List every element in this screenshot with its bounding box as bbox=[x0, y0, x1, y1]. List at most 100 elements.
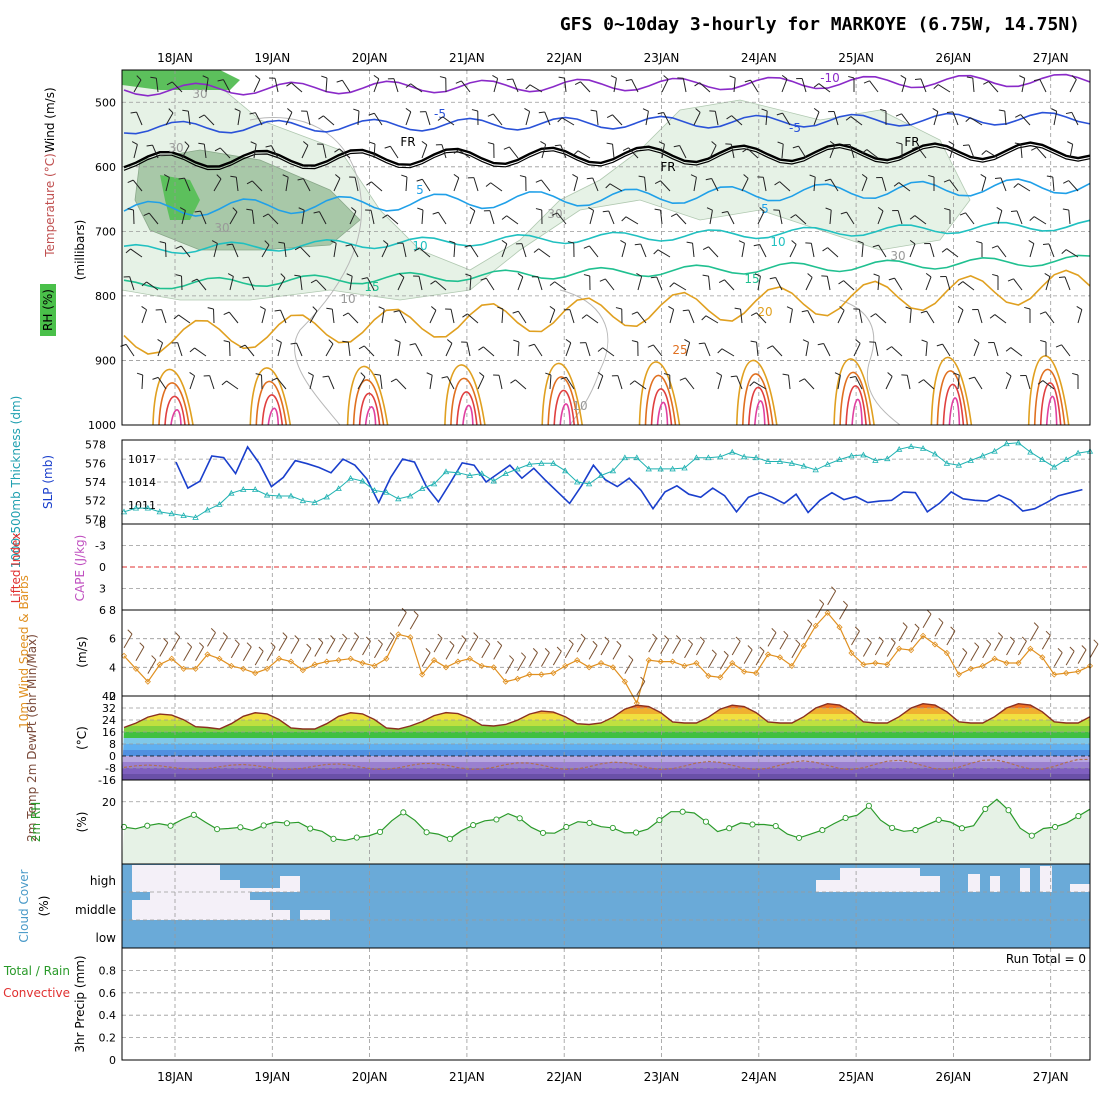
wind-barb-flag bbox=[928, 174, 935, 178]
slp-tick: 1014 bbox=[128, 476, 156, 489]
wind-barb bbox=[1017, 183, 1031, 192]
wind-barb bbox=[846, 211, 855, 225]
thickness-marker bbox=[1003, 440, 1010, 447]
wind-barb-flag bbox=[127, 629, 133, 635]
wind-speed-marker bbox=[1086, 662, 1094, 669]
wind-barb-flag bbox=[369, 141, 376, 145]
temp-color-band bbox=[122, 714, 1090, 720]
wind-speed-marker bbox=[824, 609, 831, 616]
wind-barb bbox=[740, 309, 743, 324]
wind-barb-flag bbox=[620, 240, 626, 244]
surface-isotherm bbox=[352, 379, 385, 426]
wind-barb-flag bbox=[556, 646, 562, 652]
wind-barb-flag bbox=[473, 632, 479, 638]
surface-isotherm bbox=[650, 388, 673, 426]
wind-barb bbox=[205, 78, 209, 93]
wind-barb bbox=[826, 276, 831, 291]
wind-barb bbox=[843, 280, 855, 291]
wind-speed-marker bbox=[645, 657, 652, 664]
wind-barb bbox=[1089, 643, 1099, 659]
wind-barb bbox=[789, 244, 797, 258]
wind-speed-marker bbox=[705, 672, 712, 679]
thickness-marker bbox=[442, 468, 450, 475]
wind-barb-flag bbox=[525, 84, 531, 90]
surface-isotherm bbox=[164, 395, 186, 426]
wind-barb bbox=[934, 622, 944, 637]
wind-barb-flag bbox=[318, 638, 324, 643]
wind-barb bbox=[997, 245, 1007, 258]
contour-label: -10 bbox=[820, 71, 840, 85]
surface-isotherm bbox=[930, 356, 973, 426]
contour-label: 15 bbox=[744, 272, 759, 286]
wind-barb-flag bbox=[974, 642, 980, 648]
wind-barb bbox=[830, 178, 839, 192]
wind-tick: 8 bbox=[109, 604, 116, 617]
wind-barb bbox=[829, 144, 836, 159]
surface-isotherm bbox=[748, 386, 770, 426]
wind-barb-flag bbox=[588, 207, 594, 211]
wind-speed-marker bbox=[1063, 670, 1070, 677]
wind-barb bbox=[853, 343, 861, 357]
wind-speed-marker bbox=[132, 665, 139, 672]
wind-barb-flag bbox=[328, 339, 334, 345]
wind-barb-flag bbox=[1063, 180, 1069, 184]
rh2m-marker bbox=[144, 822, 151, 829]
wind-barb bbox=[213, 243, 218, 258]
wind-barb bbox=[741, 243, 745, 258]
wind-barb bbox=[982, 643, 992, 659]
wind-barb bbox=[708, 246, 719, 258]
wind-barb bbox=[393, 78, 399, 93]
wind-barb-flag bbox=[790, 214, 796, 219]
wind-barb bbox=[874, 640, 884, 656]
surface-isotherm bbox=[541, 362, 583, 426]
wind-speed-marker bbox=[144, 678, 151, 685]
rh2m-marker bbox=[912, 827, 919, 834]
wind-barb bbox=[460, 80, 471, 93]
thickness-marker bbox=[454, 469, 462, 476]
wind-barb-flag bbox=[178, 177, 185, 180]
wind-barb-flag bbox=[461, 635, 467, 641]
wind-barb-flag bbox=[663, 373, 670, 376]
wind-barb bbox=[837, 375, 841, 390]
li-tick: 3 bbox=[99, 583, 106, 596]
wind-barb bbox=[183, 646, 193, 662]
wind-speed-marker bbox=[872, 659, 879, 667]
isotherm-contour bbox=[123, 73, 1091, 97]
wind-barb-flag bbox=[334, 174, 341, 179]
wind-barb-flag bbox=[528, 343, 535, 347]
wind-barb bbox=[663, 112, 671, 126]
wind-barb bbox=[493, 78, 499, 93]
wind-barb-flag bbox=[358, 345, 365, 350]
wind-barb bbox=[389, 145, 399, 159]
wind-barb bbox=[901, 78, 907, 93]
temp2m-line bbox=[123, 702, 1091, 730]
wind-barb bbox=[946, 248, 959, 258]
wind-barb-flag bbox=[487, 113, 494, 117]
wind-barb bbox=[544, 111, 551, 126]
wind-barb-flag bbox=[1045, 630, 1051, 636]
wind-barb-flag bbox=[549, 281, 555, 286]
rh2m-marker bbox=[1005, 807, 1012, 814]
rh2m-panel: 20 bbox=[102, 779, 1091, 865]
wind-barb-flag bbox=[535, 179, 542, 183]
wind-barb bbox=[875, 313, 887, 324]
wind-barb-flag bbox=[580, 633, 586, 639]
thickness-marker bbox=[371, 487, 378, 493]
wind-barb bbox=[851, 630, 860, 646]
wind-speed-marker bbox=[693, 659, 700, 667]
wind-barb bbox=[1010, 347, 1023, 357]
wind-barb bbox=[222, 79, 231, 93]
wind-barb bbox=[652, 344, 663, 357]
wind-barb bbox=[261, 309, 266, 324]
wind-barb-flag bbox=[653, 249, 659, 255]
temperature-axis-label: Temperature (°C) bbox=[43, 153, 57, 258]
wind-barb bbox=[731, 640, 741, 656]
wind-axis-label: Wind (m/s) bbox=[43, 87, 57, 152]
wind-barb bbox=[719, 655, 729, 670]
contour-label: FR bbox=[660, 160, 675, 174]
wind-barb bbox=[501, 243, 508, 258]
wind-barb bbox=[801, 78, 807, 93]
wind-barb bbox=[877, 276, 880, 291]
wind-barb-flag bbox=[554, 144, 561, 147]
wind-barb bbox=[827, 247, 839, 258]
